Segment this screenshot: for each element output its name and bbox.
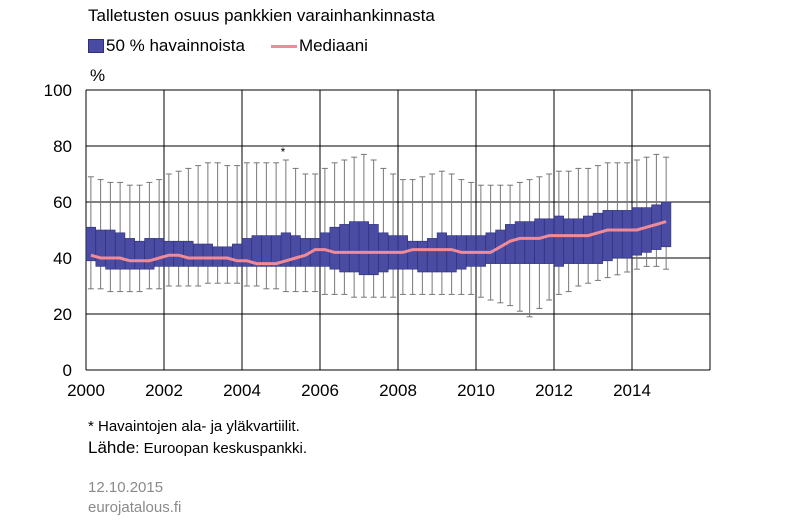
- iqr-box: [553, 215, 564, 267]
- iqr-box: [592, 212, 603, 264]
- iqr-box: [202, 243, 213, 267]
- iqr-box: [563, 218, 574, 264]
- iqr-box: [534, 218, 545, 264]
- iqr-box: [193, 243, 204, 267]
- iqr-box: [641, 207, 652, 253]
- y-tick-label: 20: [53, 305, 72, 324]
- iqr-box: [622, 210, 633, 259]
- iqr-box: [485, 232, 496, 264]
- iqr-box: [144, 238, 155, 270]
- x-tick-label: 2000: [67, 381, 105, 400]
- chart-title: Talletusten osuus pankkien varainhankinn…: [88, 6, 435, 25]
- asterisk-marker: *: [281, 145, 286, 159]
- iqr-box: [115, 232, 126, 270]
- iqr-box: [232, 243, 243, 267]
- median-line: [90, 220, 667, 266]
- iqr-box: [583, 215, 594, 264]
- iqr-box: [427, 238, 438, 273]
- iqr-box: [339, 224, 350, 273]
- iqr-box: [349, 221, 360, 273]
- legend-box-swatch: [88, 39, 104, 53]
- iqr-box: [514, 221, 525, 264]
- iqr-box: [661, 201, 672, 248]
- iqr-box: [612, 210, 623, 259]
- y-tick-label: 0: [63, 361, 72, 380]
- y-tick-label: 100: [44, 81, 72, 100]
- x-tick-label: 2014: [613, 381, 651, 400]
- iqr-box: [544, 218, 555, 264]
- y-tick-label: 80: [53, 137, 72, 156]
- footnote: * Havaintojen ala- ja yläkvartiilit.: [88, 418, 300, 435]
- iqr-box: [290, 235, 301, 267]
- iqr-box: [183, 240, 194, 267]
- iqr-box: [651, 204, 662, 250]
- publication-date: 12.10.2015: [88, 479, 164, 496]
- iqr-box: [407, 240, 418, 270]
- legend: 50 % havainnoista Mediaani: [88, 36, 368, 56]
- x-tick-label: 2002: [145, 381, 183, 400]
- iqr-box: [105, 229, 116, 270]
- x-tick-label: 2010: [457, 381, 495, 400]
- iqr-box: [261, 235, 272, 267]
- y-tick-label: 60: [53, 193, 72, 212]
- iqr-box: [95, 229, 106, 267]
- iqr-box: [134, 240, 145, 270]
- source-text: : Euroopan keskuspankki.: [135, 440, 308, 457]
- iqr-box: [329, 226, 340, 270]
- iqr-box: [124, 238, 135, 270]
- source: Lähde: Euroopan keskuspankki.: [88, 438, 307, 458]
- iqr-box: [446, 235, 457, 273]
- iqr-box: [524, 221, 535, 264]
- legend-median-label: Mediaani: [298, 36, 368, 55]
- y-axis-unit-label: %: [90, 66, 106, 85]
- iqr-box: [602, 210, 613, 262]
- legend-box-label: 50 % havainnoista: [106, 36, 245, 55]
- source-label: Lähde: [88, 438, 136, 457]
- iqr-box: [154, 238, 165, 267]
- iqr-box: [368, 224, 379, 276]
- x-tick-label: 2012: [535, 381, 573, 400]
- y-tick-label: 40: [53, 249, 72, 268]
- iqr-box: [436, 232, 447, 273]
- iqr-box: [573, 218, 584, 264]
- x-tick-label: 2006: [301, 381, 339, 400]
- legend-median-swatch: [270, 44, 297, 48]
- x-tick-label: 2008: [379, 381, 417, 400]
- iqr-box: [417, 240, 428, 273]
- x-tick-label: 2004: [223, 381, 261, 400]
- iqr-box: [358, 221, 369, 276]
- site-name: eurojatalous.fi: [88, 499, 182, 516]
